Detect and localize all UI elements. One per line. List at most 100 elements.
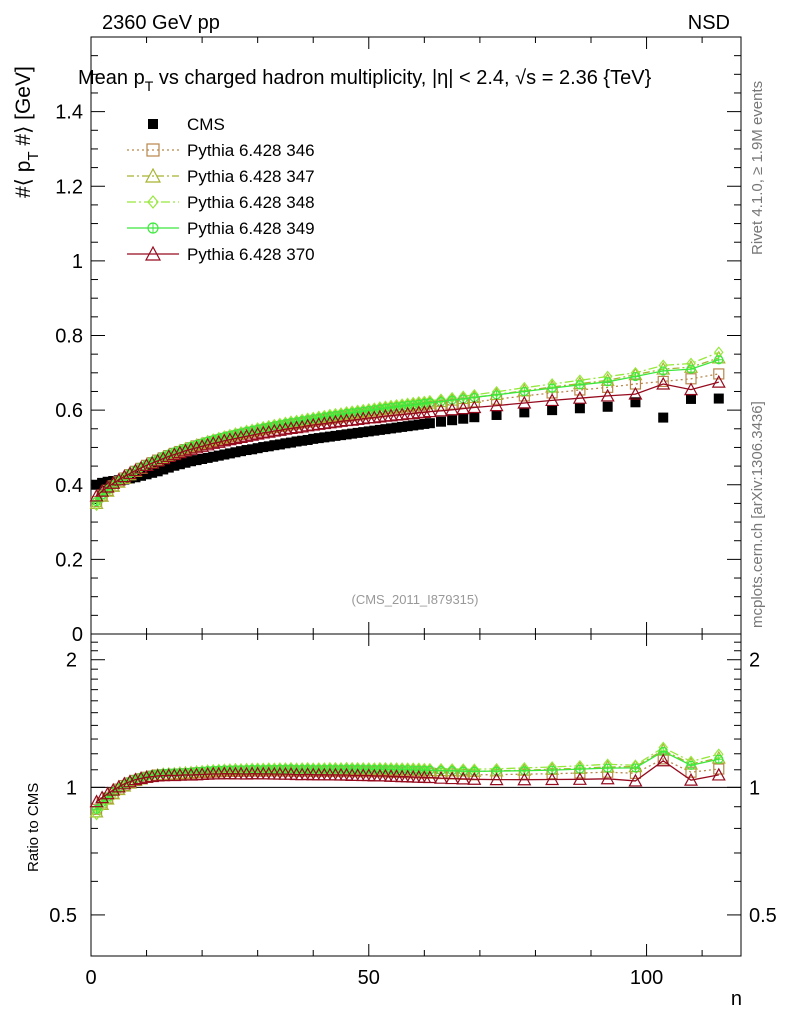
data-point-cms: [424, 418, 435, 429]
data-point-cms: [391, 422, 402, 433]
data-point-cms: [347, 428, 358, 439]
data-point-pythia-6-428-370: [572, 390, 587, 404]
data-point-pythia-6-428-370: [206, 436, 221, 449]
data-point-cms: [547, 405, 558, 416]
data-point-cms: [186, 456, 196, 467]
data-point-pythia-6-428-370: [100, 479, 115, 493]
data-point-cms: [408, 420, 419, 431]
data-point-pythia-6-428-370: [128, 463, 143, 477]
data-point-cms: [208, 451, 219, 462]
ratio-y-tick-label: 0.5: [49, 905, 77, 927]
legend-label-pythia-6-428-348: Pythia 6.428 348: [187, 193, 315, 212]
data-point-pythia-6-428-370: [145, 455, 160, 469]
ratio-point-pythia-6-428-370: [545, 772, 560, 786]
data-point-pythia-6-428-370: [261, 424, 276, 438]
data-point-pythia-6-428-370: [245, 427, 260, 441]
data-point-pythia-6-428-349: [658, 366, 668, 376]
data-point-pythia-6-428-347: [89, 496, 104, 510]
data-point-cms: [341, 429, 352, 440]
legend-marker-pythia-6-428-349: [147, 222, 159, 234]
data-point-cms: [358, 427, 369, 438]
title-part-a: Mean p: [78, 67, 145, 89]
data-point-cms: [291, 436, 302, 447]
data-point-pythia-6-428-370: [395, 407, 410, 421]
ratio-point-pythia-6-428-370: [122, 774, 137, 788]
ratio-y-tick-label: 1: [66, 777, 77, 799]
y-tick-label: 0.4: [55, 475, 83, 497]
data-point-cms: [141, 469, 152, 480]
data-point-pythia-6-428-349: [547, 383, 557, 393]
data-point-pythia-6-428-370: [545, 393, 560, 407]
data-point-pythia-6-428-370: [328, 414, 343, 428]
ratio-point-pythia-6-428-370: [656, 753, 671, 767]
data-point-pythia-6-428-349: [519, 386, 529, 397]
data-point-cms: [302, 434, 313, 445]
data-point-cms: [202, 452, 213, 463]
y-tick-label: 1: [72, 251, 83, 273]
data-point-pythia-6-428-370: [333, 414, 349, 427]
y-tick-label: 0: [72, 624, 83, 646]
data-point-pythia-6-428-370: [278, 421, 293, 435]
y-tick-label: 0.6: [55, 400, 83, 422]
data-point-pythia-6-428-370: [345, 412, 360, 426]
data-point-pythia-6-428-370: [317, 416, 332, 430]
main-panel: 0 0.2 0.4 0.6 0.8 1 1.2 1.4: [55, 36, 742, 646]
ratio-point-pythia-6-428-370: [139, 770, 154, 783]
data-point-pythia-6-428-349: [575, 380, 585, 390]
data-point-pythia-6-428-370: [183, 442, 199, 455]
analysis-watermark: (CMS_2011_I879315): [352, 592, 479, 607]
data-point-cms: [324, 431, 335, 442]
data-point-cms: [219, 449, 230, 460]
data-point-pythia-6-428-370: [250, 426, 265, 440]
legend-marker-pythia-6-428-347: [144, 167, 162, 183]
data-point-pythia-6-428-349: [408, 400, 418, 410]
data-point-pythia-6-428-349: [491, 390, 502, 400]
title-part-b: vs charged hadron multiplicity,: [153, 67, 432, 89]
data-point-pythia-6-428-370: [283, 421, 299, 435]
ratio-point-pythia-6-428-370: [111, 779, 126, 793]
data-point-cms: [274, 439, 285, 450]
data-point-pythia-6-428-370: [445, 402, 460, 416]
data-point-pythia-6-428-370: [161, 449, 176, 462]
data-point-pythia-6-428-349: [603, 377, 613, 387]
data-point-cms: [213, 450, 224, 461]
data-point-cms: [330, 430, 341, 441]
ratio-point-pythia-6-428-370: [628, 773, 643, 787]
data-point-pythia-6-428-370: [195, 439, 210, 452]
data-point-pythia-6-428-370: [267, 423, 282, 437]
ratio-point-pythia-6-428-370: [517, 772, 532, 786]
ratio-frame: [90, 633, 742, 957]
series-line-pythia-6-428-346: [96, 373, 719, 502]
legend-marker-pythia-6-428-346: [146, 143, 160, 157]
y-axis-label-ratio: Ratio to CMS: [25, 783, 42, 872]
data-point-cms: [413, 419, 424, 430]
ratio-point-pythia-6-428-370: [489, 772, 504, 786]
ratio-point-pythia-6-428-346: [713, 763, 725, 775]
data-point-cms: [458, 413, 469, 424]
ratio-point-pythia-6-428-370: [117, 776, 132, 790]
legend-label-pythia-6-428-346: Pythia 6.428 346: [187, 141, 315, 160]
data-point-pythia-6-428-370: [233, 430, 249, 443]
data-point-pythia-6-428-370: [172, 445, 187, 459]
data-point-cms: [147, 467, 158, 478]
ratio-point-pythia-6-428-370: [711, 767, 726, 781]
data-point-pythia-6-428-370: [256, 425, 271, 439]
data-point-cms: [263, 441, 274, 452]
legend-marker-cms: [148, 119, 158, 129]
ratio-point-pythia-6-428-370: [100, 786, 115, 800]
data-point-cms: [180, 457, 191, 468]
data-point-cms: [491, 409, 502, 420]
data-point-cms: [369, 425, 380, 436]
data-point-pythia-6-428-370: [356, 411, 371, 425]
data-point-cms: [97, 477, 108, 488]
data-point-cms: [247, 444, 258, 455]
data-point-cms: [163, 462, 174, 473]
title-part-c: |η| < 2.4,: [432, 67, 515, 89]
data-point-pythia-6-428-349: [358, 406, 368, 416]
data-point-pythia-6-428-370: [295, 419, 310, 433]
header-left-label: 2360 GeV pp: [102, 12, 220, 34]
ratio-point-pythia-6-428-370: [106, 782, 121, 796]
data-point-cms: [252, 443, 263, 454]
data-point-cms: [158, 464, 169, 475]
